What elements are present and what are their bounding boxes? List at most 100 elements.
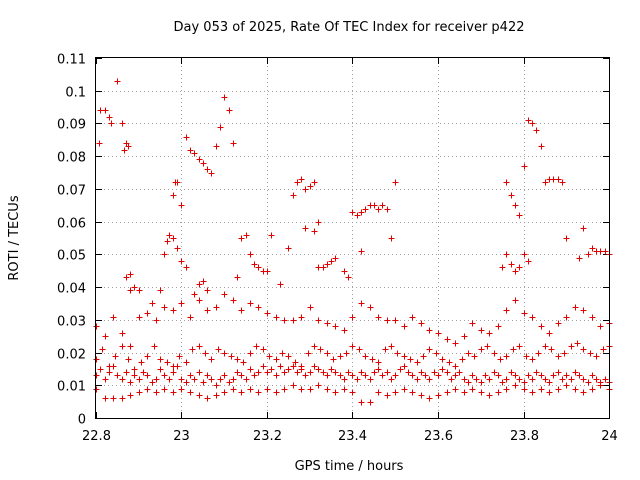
data-point: [332, 369, 339, 376]
y-tick-label: 0.07: [57, 184, 86, 199]
data-point: [328, 258, 335, 265]
data-point: [542, 376, 549, 383]
data-point: [580, 225, 587, 232]
data-point: [187, 147, 194, 154]
data-point: [388, 343, 395, 350]
x-tick-label: 23.6: [424, 429, 453, 444]
data-point: [452, 386, 459, 393]
data-point: [546, 330, 553, 337]
data-point: [93, 386, 100, 393]
data-point: [439, 356, 446, 363]
data-point: [341, 268, 348, 275]
data-point: [332, 389, 339, 396]
data-point: [238, 389, 245, 396]
data-point: [559, 376, 566, 383]
data-point: [230, 140, 237, 147]
data-point: [572, 386, 579, 393]
data-point: [521, 379, 528, 386]
data-point: [461, 376, 468, 383]
data-point: [136, 389, 143, 396]
data-point: [251, 261, 258, 268]
data-point: [349, 209, 356, 216]
data-point: [559, 179, 566, 186]
data-point: [589, 372, 596, 379]
data-point: [510, 346, 517, 353]
data-point: [585, 251, 592, 258]
data-point: [349, 372, 356, 379]
data-point: [486, 392, 493, 399]
data-point: [343, 350, 350, 357]
data-point: [264, 386, 271, 393]
data-point: [512, 372, 519, 379]
data-point: [119, 343, 126, 350]
data-point: [196, 281, 203, 288]
data-point: [221, 389, 228, 396]
y-tick-label: 0.05: [57, 249, 86, 264]
data-point: [97, 366, 104, 373]
data-point: [221, 350, 228, 357]
data-point: [266, 353, 273, 360]
data-point: [273, 389, 280, 396]
data-point: [426, 327, 433, 334]
data-point: [354, 376, 361, 383]
data-point: [208, 376, 215, 383]
data-point: [191, 150, 198, 157]
data-point: [315, 317, 322, 324]
data-point: [183, 264, 190, 271]
data-point: [465, 350, 472, 357]
data-point: [503, 376, 510, 383]
data-point: [538, 143, 545, 150]
data-point: [375, 206, 382, 213]
data-point: [315, 366, 322, 373]
data-point: [307, 386, 314, 393]
data-point: [444, 369, 451, 376]
data-point: [593, 376, 600, 383]
data-point: [157, 356, 164, 363]
data-point: [448, 376, 455, 383]
data-point: [401, 386, 408, 393]
data-point: [538, 386, 545, 393]
data-point: [414, 376, 421, 383]
data-point: [461, 389, 468, 396]
data-point: [140, 369, 147, 376]
data-point: [478, 327, 485, 334]
data-point: [226, 107, 233, 114]
data-point: [379, 372, 386, 379]
data-point: [508, 261, 515, 268]
data-point: [337, 372, 344, 379]
data-point: [574, 340, 581, 347]
data-point: [136, 376, 143, 383]
data-point: [255, 264, 262, 271]
data-point: [234, 356, 241, 363]
data-point: [392, 389, 399, 396]
data-point: [512, 297, 519, 304]
data-point: [503, 353, 510, 360]
data-point: [456, 369, 463, 376]
data-point: [298, 386, 305, 393]
data-point: [281, 386, 288, 393]
data-point: [356, 346, 363, 353]
data-point: [196, 343, 203, 350]
data-point: [238, 372, 245, 379]
data-point: [108, 120, 115, 127]
data-point: [529, 356, 536, 363]
data-point: [593, 353, 600, 360]
data-point: [174, 179, 181, 186]
data-point: [418, 369, 425, 376]
data-point: [157, 366, 164, 373]
data-point: [600, 346, 607, 353]
data-point: [110, 363, 117, 370]
data-point: [394, 350, 401, 357]
data-point: [568, 343, 575, 350]
data-point: [491, 369, 498, 376]
data-point: [238, 307, 245, 314]
data-point: [131, 372, 138, 379]
data-point: [307, 304, 314, 311]
data-point: [435, 372, 442, 379]
data-point: [405, 369, 412, 376]
data-point: [341, 376, 348, 383]
data-point: [294, 179, 301, 186]
data-point: [247, 366, 254, 373]
data-point: [279, 350, 286, 357]
data-point: [392, 372, 399, 379]
